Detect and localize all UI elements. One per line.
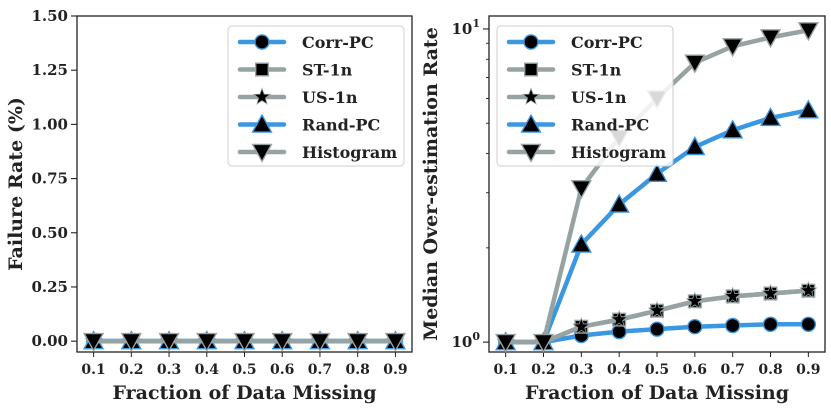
y-tick-exponent: 1 bbox=[472, 17, 480, 30]
x-axis-label: Fraction of Data Missing bbox=[525, 382, 789, 404]
legend-label-histogram: Histogram bbox=[571, 143, 666, 162]
legend-label-st-1n: ST-1n bbox=[302, 61, 353, 80]
legend: Corr-PC ST-1n US-1n Rand-PC Histogram bbox=[227, 25, 405, 167]
y-tick-label: 0.50 bbox=[31, 224, 68, 242]
data-point-histogram bbox=[797, 22, 819, 42]
legend-label-rand-pc: Rand-PC bbox=[302, 116, 380, 135]
data-point-histogram bbox=[532, 333, 555, 354]
x-axis-label: Fraction of Data Missing bbox=[112, 382, 376, 404]
legend-marker-st-1n bbox=[254, 62, 269, 77]
x-tick-label: 0.6 bbox=[270, 362, 294, 378]
data-point-corr-pc bbox=[724, 317, 741, 334]
data-point-histogram bbox=[233, 332, 256, 353]
legend-label-us-1n: US-1n bbox=[571, 88, 627, 107]
data-point-rand-pc bbox=[722, 119, 744, 139]
series-histogram bbox=[82, 332, 407, 353]
legend-marker-corr-pc bbox=[254, 34, 270, 50]
y-tick-exponent: 0 bbox=[472, 330, 480, 343]
y-tick-label: 1.50 bbox=[31, 7, 68, 25]
legend-label-rand-pc: Rand-PC bbox=[571, 116, 649, 135]
y-tick-label: 1.00 bbox=[31, 115, 68, 133]
data-point-histogram bbox=[196, 332, 218, 353]
data-point-histogram bbox=[570, 179, 592, 200]
data-point-corr-pc bbox=[687, 318, 703, 335]
x-tick-label: 0.5 bbox=[232, 362, 256, 378]
x-tick-label: 0.8 bbox=[758, 362, 782, 378]
data-point-histogram bbox=[384, 332, 407, 353]
data-point-rand-pc bbox=[759, 107, 782, 127]
legend-marker-st-1n bbox=[524, 62, 539, 77]
y-tick-label: 0.75 bbox=[31, 170, 68, 188]
data-point-us-1n bbox=[799, 280, 818, 299]
data-point-rand-pc bbox=[684, 136, 706, 156]
x-tick-label: 0.6 bbox=[683, 362, 707, 378]
legend-marker-corr-pc bbox=[523, 34, 539, 50]
data-point-us-1n bbox=[685, 291, 705, 310]
data-point-us-1n bbox=[723, 286, 742, 305]
legend-marker-us-1n bbox=[521, 87, 541, 105]
legend-box bbox=[227, 25, 405, 167]
x-tick-label: 0.1 bbox=[81, 362, 105, 378]
legend: Corr-PC ST-1n US-1n Rand-PC Histogram bbox=[496, 25, 674, 167]
data-point-us-1n bbox=[761, 283, 780, 302]
x-tick-label: 0.9 bbox=[383, 362, 407, 378]
y-tick-label: 0.00 bbox=[31, 332, 68, 350]
y-tick-label: 100 bbox=[451, 330, 480, 351]
data-point-corr-pc bbox=[762, 316, 779, 333]
data-point-histogram bbox=[271, 332, 293, 353]
legend-label-histogram: Histogram bbox=[302, 143, 397, 162]
x-tick-label: 0.2 bbox=[119, 362, 143, 378]
legend-label-st-1n: ST-1n bbox=[571, 61, 622, 80]
x-tick-label: 0.9 bbox=[796, 362, 820, 378]
y-tick-label: 1.25 bbox=[31, 61, 68, 79]
data-point-histogram bbox=[347, 332, 369, 353]
x-tick-label: 0.4 bbox=[607, 362, 632, 378]
data-point-corr-pc bbox=[800, 316, 817, 333]
legend-marker-us-1n bbox=[252, 87, 272, 105]
data-point-us-1n bbox=[572, 317, 591, 335]
y-tick-label: 0.25 bbox=[31, 278, 68, 296]
y-tick-base: 10 bbox=[451, 333, 472, 351]
y-axis-label: Failure Rate (%) bbox=[5, 97, 27, 271]
data-point-histogram bbox=[495, 333, 517, 354]
legend-marker-rand-pc bbox=[251, 113, 273, 133]
legend-box bbox=[496, 25, 674, 167]
overestimation-rate-panel: 0.1 0.2 0.3 0.4 0.5 0.6 0.7 0.8 0.9100101Fractio… bbox=[420, 15, 826, 404]
x-tick-label: 0.2 bbox=[531, 362, 555, 378]
legend-marker-histogram bbox=[251, 143, 273, 163]
data-point-histogram bbox=[120, 332, 142, 353]
data-point-rand-pc bbox=[608, 193, 630, 213]
legend-label-corr-pc: Corr-PC bbox=[302, 33, 374, 52]
x-tick-label: 0.8 bbox=[345, 362, 369, 378]
failure-rate-panel: 0.1 0.2 0.3 0.4 0.5 0.6 0.7 0.8 0.9 0.00 0.25 0.50 0… bbox=[5, 7, 413, 404]
data-point-histogram bbox=[759, 29, 782, 49]
data-point-us-1n bbox=[647, 301, 667, 319]
data-point-rand-pc bbox=[570, 233, 592, 253]
data-point-corr-pc bbox=[649, 321, 665, 337]
legend-label-us-1n: US-1n bbox=[302, 88, 358, 107]
x-tick-label: 0.3 bbox=[157, 362, 181, 378]
x-tick-label: 0.7 bbox=[720, 362, 744, 378]
data-point-histogram bbox=[684, 54, 706, 74]
x-tick-label: 0.1 bbox=[493, 362, 517, 378]
y-axis-label: Median Over-estimation Rate bbox=[420, 27, 442, 341]
legend-marker-histogram bbox=[520, 143, 542, 163]
legend-marker-rand-pc bbox=[520, 113, 542, 133]
legend-label-corr-pc: Corr-PC bbox=[571, 33, 643, 52]
data-point-us-1n bbox=[609, 309, 629, 328]
x-tick-label: 0.4 bbox=[195, 362, 220, 378]
y-tick-label: 101 bbox=[451, 17, 480, 38]
series-rand-pc bbox=[495, 99, 819, 351]
y-tick-base: 10 bbox=[451, 20, 472, 38]
data-point-rand-pc bbox=[646, 162, 668, 182]
data-point-histogram bbox=[309, 332, 331, 353]
data-point-histogram bbox=[82, 332, 105, 353]
x-tick-label: 0.3 bbox=[569, 362, 593, 378]
data-point-histogram bbox=[158, 332, 180, 353]
data-point-histogram bbox=[722, 38, 744, 58]
x-tick-label: 0.5 bbox=[645, 362, 669, 378]
data-point-rand-pc bbox=[797, 99, 819, 119]
x-tick-label: 0.7 bbox=[308, 362, 332, 378]
